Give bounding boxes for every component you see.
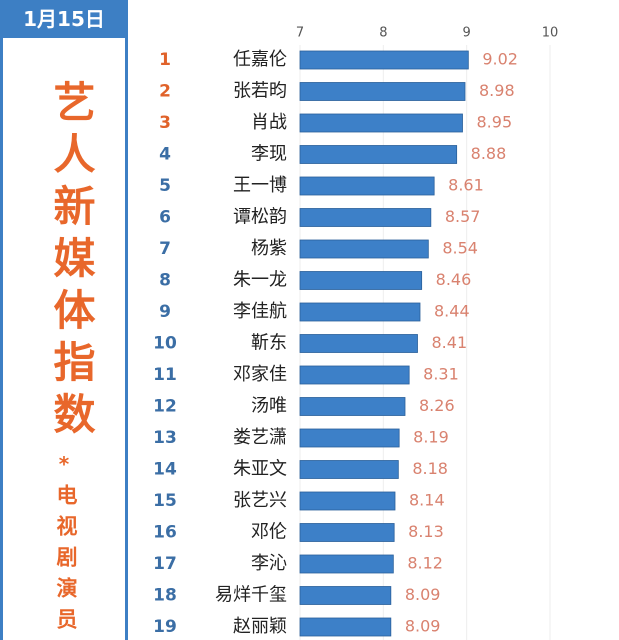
value-label: 8.44 bbox=[434, 302, 470, 321]
value-label: 8.61 bbox=[448, 176, 484, 195]
bar bbox=[299, 82, 466, 101]
rank-label: 16 bbox=[153, 523, 177, 543]
bar bbox=[299, 460, 399, 479]
category-label: 赵丽颖 bbox=[233, 616, 287, 637]
rank-label: 12 bbox=[153, 397, 177, 417]
bar bbox=[299, 617, 392, 637]
value-label: 8.46 bbox=[436, 270, 472, 289]
category-label: 杨紫 bbox=[251, 238, 287, 259]
rank-label: 6 bbox=[159, 208, 171, 228]
rank-label: 18 bbox=[153, 586, 177, 606]
value-label: 8.41 bbox=[432, 333, 468, 352]
bar bbox=[299, 208, 432, 227]
rank-label: 17 bbox=[153, 554, 177, 574]
rank-label: 13 bbox=[153, 428, 177, 448]
bar bbox=[299, 334, 418, 353]
category-label: 靳东 bbox=[251, 333, 287, 354]
category-label: 张若昀 bbox=[233, 81, 287, 102]
category-label: 朱一龙 bbox=[233, 270, 287, 291]
side-panel: 1月15日 艺人新媒体指数 * 电视剧演员 bbox=[0, 0, 128, 640]
rank-label: 5 bbox=[159, 176, 171, 196]
rank-label: 8 bbox=[159, 271, 171, 291]
chart-subtitle: 电视剧演员 bbox=[54, 484, 78, 639]
bar bbox=[299, 239, 429, 259]
category-label: 汤唯 bbox=[251, 396, 287, 417]
value-label: 8.09 bbox=[405, 585, 441, 604]
title-mark: * bbox=[58, 452, 70, 476]
value-label: 8.88 bbox=[471, 144, 507, 163]
bar bbox=[299, 365, 410, 385]
bar bbox=[299, 523, 395, 542]
bar bbox=[299, 428, 400, 448]
bar bbox=[299, 586, 392, 605]
category-label: 邓伦 bbox=[251, 522, 287, 543]
category-label: 邓家佳 bbox=[233, 364, 287, 385]
date-label: 1月15日 bbox=[3, 0, 125, 38]
category-label: 朱亚文 bbox=[233, 459, 287, 480]
bar bbox=[299, 302, 421, 322]
value-label: 8.95 bbox=[477, 113, 513, 132]
bar bbox=[299, 176, 435, 196]
rank-label: 7 bbox=[159, 239, 171, 259]
bar bbox=[299, 554, 394, 574]
rank-label: 11 bbox=[153, 365, 177, 385]
value-label: 8.18 bbox=[412, 459, 448, 478]
rank-label: 3 bbox=[159, 113, 171, 133]
value-label: 8.31 bbox=[423, 365, 459, 384]
rank-label: 2 bbox=[159, 82, 171, 102]
rank-label: 9 bbox=[159, 302, 171, 322]
value-label: 8.26 bbox=[419, 396, 455, 415]
x-tick-label: 8 bbox=[379, 26, 387, 41]
category-label: 肖战 bbox=[251, 112, 287, 133]
rank-label: 19 bbox=[153, 617, 177, 637]
category-label: 谭松韵 bbox=[233, 207, 287, 228]
rank-label: 4 bbox=[159, 145, 171, 165]
bar bbox=[299, 113, 463, 133]
category-label: 娄艺潇 bbox=[233, 427, 287, 448]
category-label: 李现 bbox=[251, 144, 287, 165]
x-tick-label: 10 bbox=[542, 26, 559, 41]
category-label: 张艺兴 bbox=[233, 490, 287, 511]
value-label: 8.57 bbox=[445, 207, 481, 226]
bar bbox=[299, 50, 469, 70]
value-label: 8.98 bbox=[479, 81, 515, 100]
bar bbox=[299, 397, 406, 416]
category-label: 任嘉伦 bbox=[233, 49, 287, 70]
bar bbox=[299, 491, 396, 511]
category-label: 李佳航 bbox=[233, 301, 287, 322]
value-label: 8.13 bbox=[408, 522, 444, 541]
rank-label: 15 bbox=[153, 491, 177, 511]
value-label: 9.02 bbox=[482, 50, 518, 69]
value-label: 8.14 bbox=[409, 491, 445, 510]
x-tick-label: 9 bbox=[463, 26, 471, 41]
x-tick-label: 7 bbox=[296, 26, 304, 41]
value-label: 8.12 bbox=[407, 554, 443, 573]
chart-title: 艺人新媒体指数 bbox=[47, 80, 96, 444]
category-label: 易烊千玺 bbox=[215, 585, 287, 606]
rank-label: 1 bbox=[159, 50, 171, 70]
rank-label: 10 bbox=[153, 334, 177, 354]
category-label: 李沁 bbox=[251, 553, 287, 574]
bar bbox=[299, 145, 458, 164]
rank-label: 14 bbox=[153, 460, 177, 480]
value-label: 8.19 bbox=[413, 428, 449, 447]
value-label: 8.54 bbox=[442, 239, 478, 258]
bar bbox=[299, 271, 423, 290]
category-label: 王一博 bbox=[233, 175, 287, 196]
value-label: 8.09 bbox=[405, 617, 441, 636]
